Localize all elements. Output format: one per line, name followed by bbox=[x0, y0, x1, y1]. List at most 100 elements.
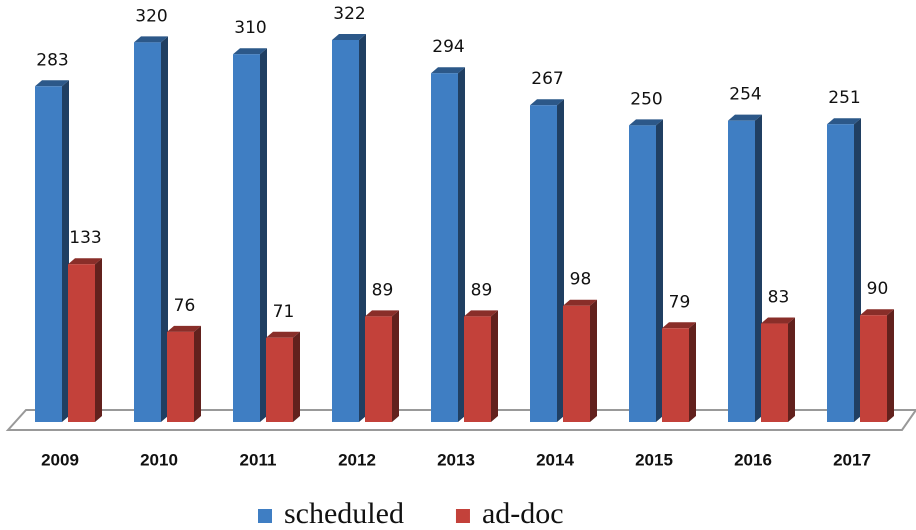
bar-side bbox=[194, 325, 201, 422]
bar-top bbox=[629, 119, 663, 126]
bar-side bbox=[293, 331, 300, 422]
bar bbox=[167, 325, 201, 422]
x-tick-label: 2013 bbox=[437, 450, 475, 469]
x-tick-label: 2009 bbox=[41, 450, 79, 469]
bar-top bbox=[662, 322, 696, 329]
bar bbox=[35, 80, 69, 422]
legend-swatch bbox=[455, 509, 470, 523]
bar-top bbox=[134, 36, 168, 43]
legend-label: scheduled bbox=[284, 497, 404, 530]
value-label: 89 bbox=[471, 280, 493, 300]
value-label: 98 bbox=[570, 270, 592, 290]
value-label: 283 bbox=[36, 50, 68, 70]
bar-top bbox=[464, 310, 498, 317]
bar-top bbox=[431, 67, 465, 74]
bar-front bbox=[464, 316, 491, 422]
bar-top bbox=[233, 48, 267, 55]
bar-side bbox=[260, 48, 267, 422]
bar-side bbox=[95, 258, 102, 422]
value-label: 294 bbox=[432, 37, 464, 57]
value-label: 310 bbox=[234, 18, 266, 38]
bar-front bbox=[167, 331, 194, 422]
legend-swatch bbox=[258, 509, 272, 523]
bar bbox=[530, 99, 564, 422]
bar-front bbox=[728, 120, 755, 422]
bar bbox=[563, 299, 597, 422]
value-label: 320 bbox=[135, 6, 167, 26]
bar-front bbox=[233, 54, 260, 422]
bar bbox=[134, 36, 168, 422]
value-label: 71 bbox=[273, 302, 295, 322]
bar-front bbox=[332, 40, 359, 422]
bar-top bbox=[167, 325, 201, 332]
bar bbox=[266, 331, 300, 422]
value-label: 83 bbox=[768, 288, 790, 308]
bar bbox=[233, 48, 267, 422]
x-tick-label: 2012 bbox=[338, 450, 376, 469]
bar-side bbox=[755, 114, 762, 422]
bar bbox=[629, 119, 663, 423]
bar bbox=[761, 317, 795, 422]
bar-front bbox=[530, 105, 557, 422]
value-label: 267 bbox=[531, 69, 563, 89]
bar-front bbox=[68, 264, 95, 422]
bar-front bbox=[761, 323, 788, 422]
value-label: 254 bbox=[729, 85, 761, 105]
bar-side bbox=[359, 34, 366, 422]
bar bbox=[68, 258, 102, 422]
value-label: 90 bbox=[867, 279, 889, 299]
x-tick-label: 2011 bbox=[240, 450, 277, 469]
bar-front bbox=[365, 316, 392, 422]
bar bbox=[860, 309, 894, 422]
bar-front bbox=[431, 73, 458, 422]
bar-side bbox=[62, 80, 69, 422]
bar-side bbox=[392, 310, 399, 422]
x-tick-label: 2010 bbox=[140, 450, 178, 469]
bar bbox=[728, 114, 762, 422]
bar-front bbox=[860, 315, 887, 422]
value-label: 322 bbox=[333, 4, 365, 24]
value-label: 251 bbox=[828, 88, 860, 108]
bar-top bbox=[68, 258, 102, 265]
bar-front bbox=[629, 125, 656, 423]
bar-front bbox=[134, 42, 161, 422]
bar-top bbox=[860, 309, 894, 316]
bar bbox=[332, 34, 366, 422]
x-tick-label: 2017 bbox=[833, 450, 871, 469]
bar bbox=[662, 322, 696, 422]
bar-top bbox=[332, 34, 366, 40]
bar-side bbox=[491, 310, 498, 422]
bar-side bbox=[590, 299, 597, 422]
bar bbox=[431, 67, 465, 422]
bar bbox=[827, 118, 861, 423]
value-label: 89 bbox=[372, 280, 394, 300]
bar-side bbox=[689, 322, 696, 422]
bar-side bbox=[656, 119, 663, 423]
bar-top bbox=[266, 331, 300, 338]
bar-front bbox=[827, 124, 854, 423]
bar-side bbox=[161, 36, 168, 422]
x-tick-label: 2015 bbox=[635, 450, 673, 469]
bar-top bbox=[728, 114, 762, 121]
bar-front bbox=[35, 86, 62, 422]
bar bbox=[464, 310, 498, 422]
bar-front bbox=[563, 305, 590, 422]
x-tick-label: 2016 bbox=[734, 450, 772, 469]
legend-label: ad-doc bbox=[482, 497, 564, 530]
bar-side bbox=[854, 118, 861, 423]
value-label: 76 bbox=[174, 296, 196, 316]
bar-front bbox=[266, 337, 293, 422]
bar-side bbox=[458, 67, 465, 422]
bar-top bbox=[35, 80, 69, 87]
bar-side bbox=[788, 317, 795, 422]
bar-top bbox=[761, 317, 795, 324]
bar-front bbox=[662, 328, 689, 422]
value-label: 79 bbox=[669, 292, 691, 312]
value-label: 133 bbox=[69, 228, 101, 248]
x-tick-label: 2014 bbox=[536, 450, 574, 469]
bar-side bbox=[557, 99, 564, 422]
value-label: 250 bbox=[630, 89, 662, 109]
bar-top bbox=[563, 299, 597, 306]
bar-top bbox=[827, 118, 861, 125]
